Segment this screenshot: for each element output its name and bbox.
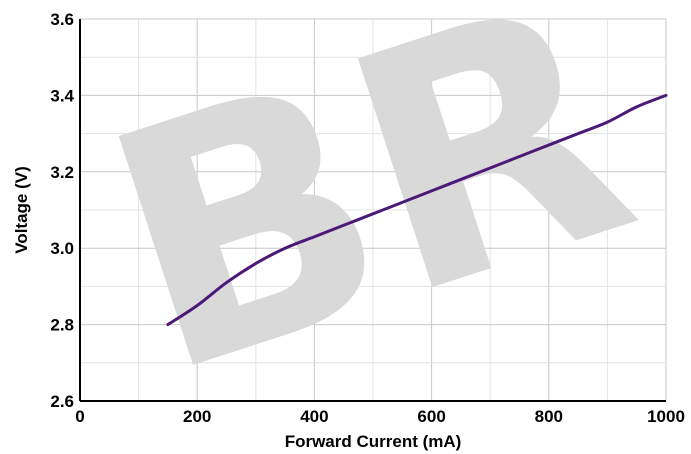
x-tick-label: 600 (417, 407, 445, 426)
tick-labels: 0 200 400 600 800 1000 2.6 2.8 3.0 3.2 3.4 3.6 (50, 10, 685, 426)
x-axis-title: Forward Current (mA) (285, 432, 462, 451)
y-tick-label: 3.2 (50, 163, 74, 182)
y-tick-label: 3.4 (50, 86, 74, 105)
x-tick-label: 200 (183, 407, 211, 426)
y-tick-label: 3.6 (50, 10, 74, 29)
series-layer (166, 93, 668, 327)
x-tick-label: 1000 (647, 407, 685, 426)
watermark-text: BR (70, 0, 670, 448)
x-tick-label: 0 (75, 407, 84, 426)
x-tick-label: 400 (300, 407, 328, 426)
axes (79, 19, 666, 402)
series-line-0 (166, 93, 668, 327)
y-axis-title: Voltage (V) (12, 166, 31, 254)
y-tick-label: 2.6 (50, 392, 74, 411)
x-tick-label: 800 (535, 407, 563, 426)
y-tick-label: 3.0 (50, 239, 74, 258)
watermark-logo: BR (70, 0, 670, 448)
y-tick-label: 2.8 (50, 316, 74, 335)
